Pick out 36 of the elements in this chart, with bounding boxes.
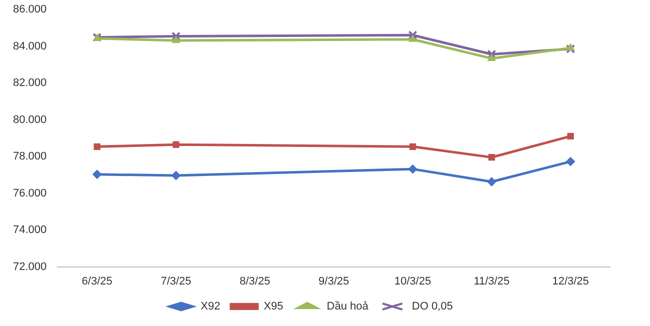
point (487, 177, 496, 186)
x-tick-label: 12/3/25 (552, 275, 589, 288)
x-tick-label: 9/3/25 (318, 275, 350, 288)
point (566, 157, 576, 166)
point (172, 170, 181, 180)
point (408, 34, 417, 42)
y-tick-label: 86.000 (12, 4, 47, 16)
point (408, 30, 418, 40)
legend-label: Dầu hoả (326, 300, 370, 313)
point (94, 143, 100, 150)
legend-label: X92 (200, 300, 220, 313)
point (172, 36, 180, 43)
y-tick-label: 80.000 (12, 114, 47, 126)
point (567, 132, 574, 140)
legend-label: DO 0,05 (412, 300, 453, 313)
point (92, 170, 102, 179)
point (566, 43, 575, 50)
point (409, 143, 416, 150)
x-tick-label: 7/3/25 (160, 275, 192, 288)
y-tick-label: 82.000 (12, 77, 47, 90)
legend-label: X95 (264, 300, 284, 313)
x-tick-label: 11/3/25 (474, 275, 510, 288)
point (171, 32, 181, 41)
point (488, 154, 495, 161)
y-tick-label: 74.000 (12, 224, 47, 236)
point (566, 44, 576, 54)
x-tick-label: 10/3/25 (394, 275, 432, 288)
x-tick-label: 6/3/25 (82, 275, 112, 288)
point (408, 164, 418, 174)
y-tick-label: 84.000 (12, 40, 47, 52)
y-tick-label: 72.000 (12, 260, 47, 273)
point (488, 54, 496, 61)
y-tick-label: 76.000 (12, 187, 47, 200)
y-tick-label: 78.000 (12, 150, 47, 163)
x-tick-label: 8/3/25 (240, 275, 270, 288)
point (172, 141, 180, 148)
